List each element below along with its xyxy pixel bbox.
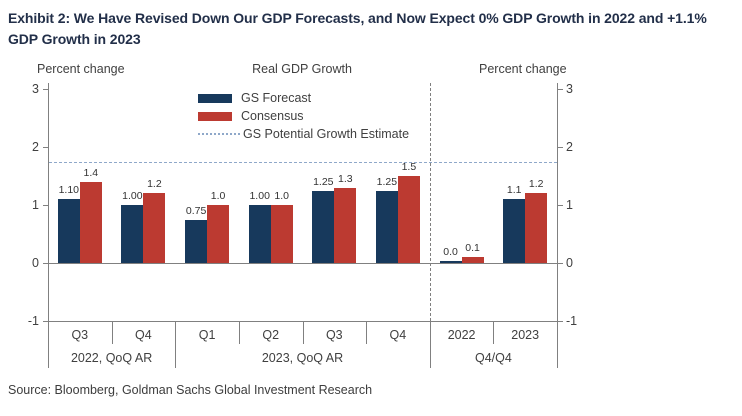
consensus-value-label: 1.3 [337, 172, 353, 185]
group-label: 2023, QoQ AR [261, 351, 344, 365]
y-tick-label-left: 3 [32, 82, 39, 96]
consensus-value-label: 1.5 [401, 161, 417, 173]
gs-forecast-swatch-icon [198, 93, 232, 103]
consensus-value-label: 1.0 [274, 190, 289, 202]
gs-forecast-value-label: 1.00 [249, 190, 270, 202]
y-tick-label-left: 0 [32, 256, 39, 270]
category-label: Q3 [71, 328, 89, 342]
y-tick-label-right: -1 [566, 314, 578, 328]
potential-growth-swatch-icon [198, 133, 240, 135]
gs-forecast-bar [439, 261, 462, 263]
legend-item-gs-forecast: GS Forecast [198, 89, 409, 107]
y-tick-left [43, 263, 48, 264]
consensus-bar [79, 181, 102, 263]
category-label: Q4 [389, 328, 407, 342]
y-tick-left [43, 147, 48, 148]
group-label: 2022, QoQ AR [70, 351, 153, 365]
consensus-bar [525, 193, 548, 263]
gs-forecast-value-label: 0.0 [443, 246, 458, 258]
exhibit-title: Exhibit 2: We Have Revised Down Our GDP … [8, 10, 707, 47]
category-label: Q3 [325, 328, 343, 342]
y-axis-right-line [557, 83, 558, 368]
gs-forecast-value-label: 1.00 [122, 190, 143, 202]
category-separator-tick [238, 321, 240, 344]
zero-baseline [48, 263, 557, 264]
y-tick-label-left: 2 [32, 140, 39, 154]
source-note: Source: Bloomberg, Goldman Sachs Global … [8, 383, 373, 397]
chart-subtitle: Real GDP Growth [252, 62, 352, 76]
chart-legend: GS Forecast Consensus GS Potential Growt… [198, 89, 409, 143]
y-tick-right [558, 321, 563, 322]
category-label: 2022 [447, 328, 476, 342]
category-separator-tick [302, 321, 304, 344]
gs-forecast-bar [503, 199, 526, 263]
y-tick-label-right: 2 [566, 140, 573, 154]
consensus-bar [143, 193, 166, 263]
y-tick-label-left: 1 [32, 198, 39, 212]
gs-forecast-value-label: 1.25 [313, 175, 334, 188]
group-separator-tick [175, 321, 177, 368]
consensus-bar [334, 187, 357, 263]
consensus-value-label: 1.2 [147, 178, 162, 191]
y-axis-left-line [48, 83, 49, 368]
consensus-bar [207, 205, 230, 263]
gs-forecast-value-label: 1.25 [376, 175, 398, 188]
gs-forecast-bar [375, 190, 398, 263]
consensus-bar [270, 205, 293, 263]
consensus-value-label: 1.0 [210, 190, 226, 202]
category-label: Q1 [198, 328, 216, 342]
y-tick-left [43, 89, 48, 90]
y-tick-label-left: -1 [27, 314, 39, 328]
consensus-bar [397, 176, 420, 263]
group-label: Q4/Q4 [474, 351, 512, 365]
consensus-value-label: 1.2 [528, 178, 544, 191]
y-tick-right [558, 263, 563, 264]
consensus-swatch-icon [198, 111, 232, 121]
right-axis-caption: Percent change [479, 62, 567, 76]
y-tick-left [43, 321, 48, 322]
y-tick-label-right: 0 [566, 256, 573, 270]
section-separator-line [429, 83, 431, 321]
consensus-value-label: 0.1 [465, 242, 480, 255]
legend-item-potential-growth: GS Potential Growth Estimate [198, 125, 409, 143]
y-tick-right [558, 147, 563, 148]
category-label: Q4 [135, 328, 152, 342]
category-separator-tick [366, 321, 368, 344]
group-separator-tick [429, 321, 431, 368]
consensus-bar [461, 257, 484, 263]
gs-forecast-bar [121, 205, 144, 263]
category-label: 2023 [511, 328, 540, 342]
legend-label: GS Potential Growth Estimate [243, 127, 410, 141]
gs-forecast-bar [248, 205, 271, 263]
gs-forecast-value-label: 0.75 [185, 204, 207, 217]
category-label: Q2 [262, 328, 280, 342]
category-separator-tick [493, 321, 495, 344]
y-tick-right [558, 89, 563, 90]
legend-label: GS Forecast [241, 91, 312, 105]
gs-forecast-bar [312, 190, 335, 263]
potential-growth-line [49, 161, 557, 163]
left-axis-caption: Percent change [37, 62, 125, 76]
gs-forecast-bar [185, 219, 208, 263]
legend-item-consensus: Consensus [198, 107, 409, 125]
gs-forecast-value-label: 1.10 [58, 184, 80, 197]
y-tick-label-right: 1 [566, 198, 573, 212]
y-tick-right [558, 205, 563, 206]
legend-label: Consensus [241, 109, 304, 123]
category-separator-tick [111, 321, 113, 344]
y-tick-label-right: 3 [566, 82, 573, 96]
gs-forecast-value-label: 1.1 [506, 184, 522, 197]
consensus-value-label: 1.4 [83, 166, 99, 179]
y-tick-left [43, 205, 48, 206]
gs-forecast-bar [57, 199, 80, 263]
